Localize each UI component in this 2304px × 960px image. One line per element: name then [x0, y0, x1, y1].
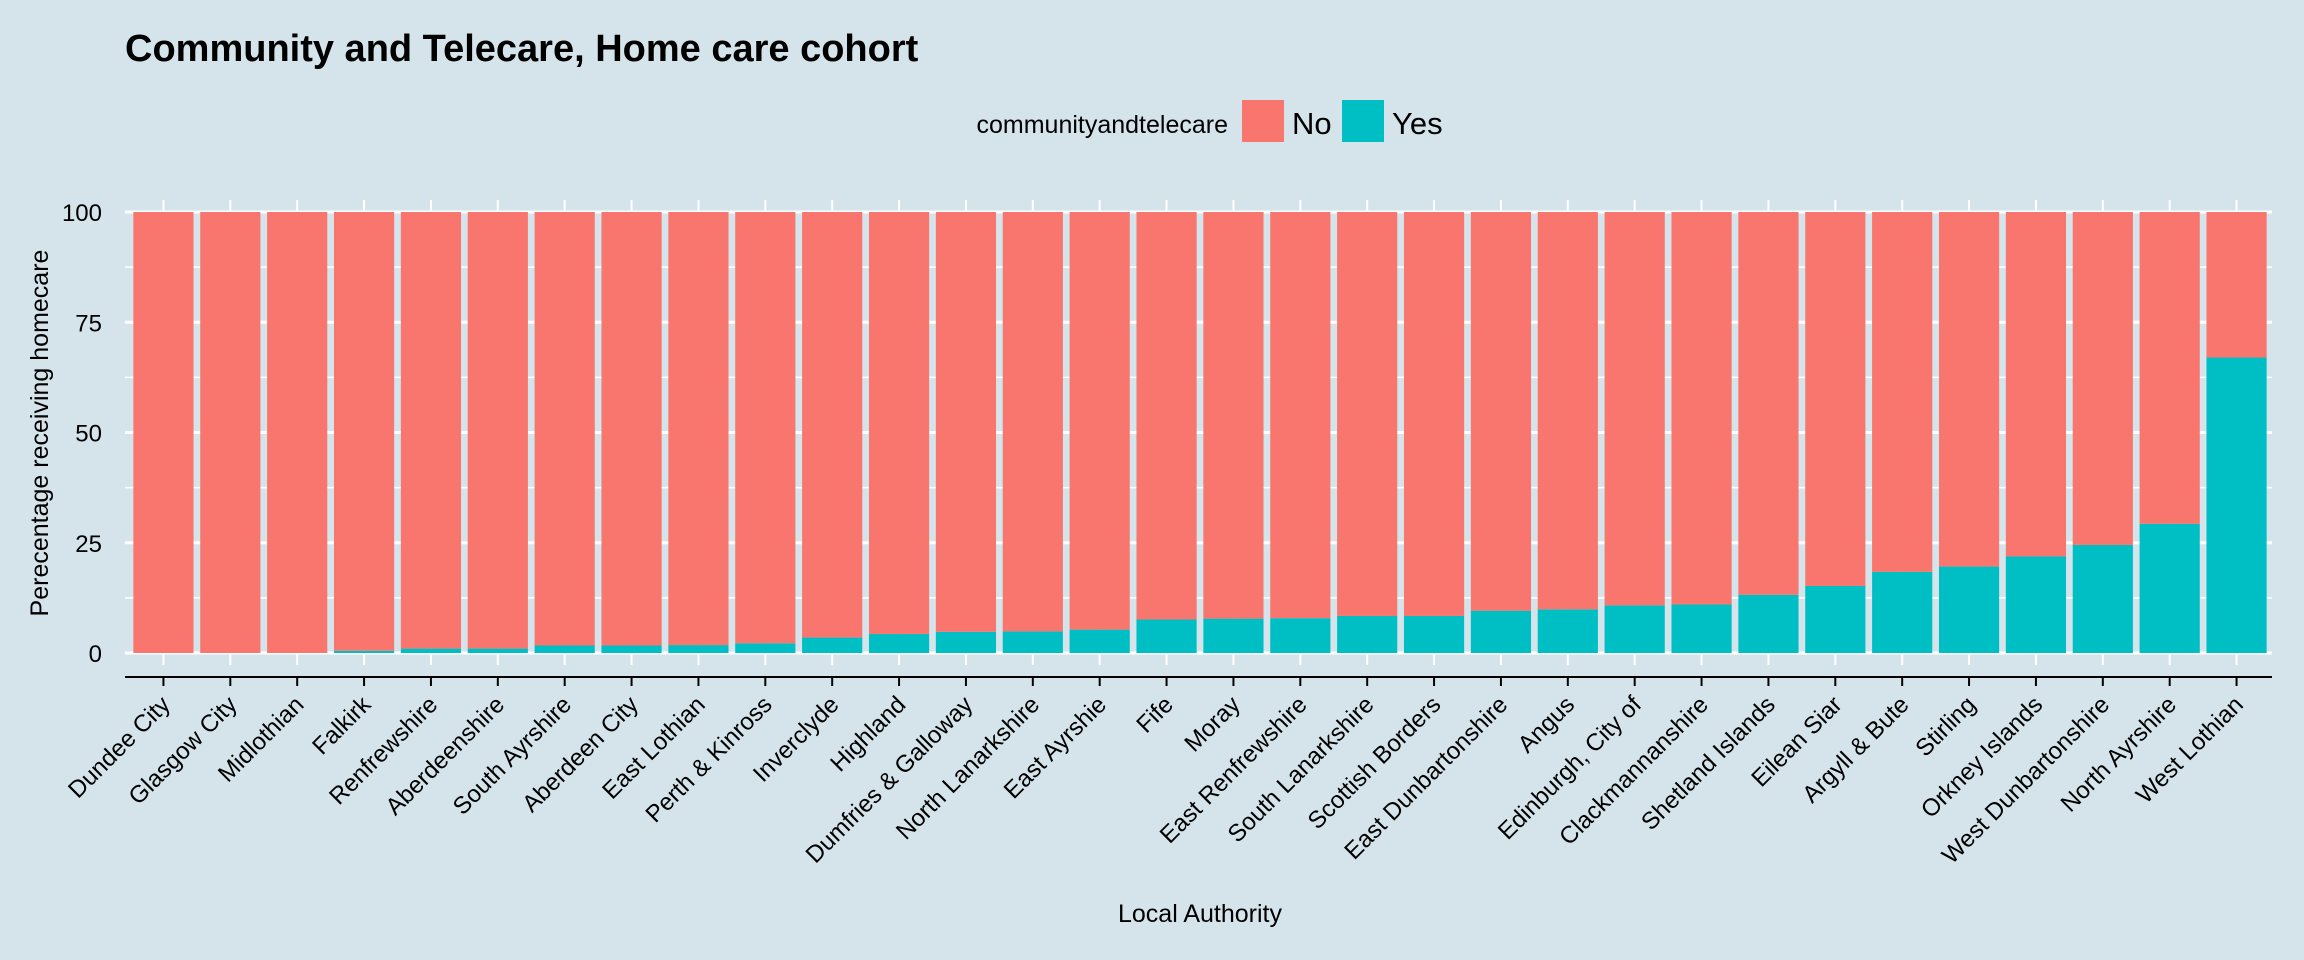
bar-segment-yes [2005, 556, 2067, 653]
x-tick-label: North Ayrshire [2056, 691, 2182, 817]
x-tick-label: Orkney Islands [1916, 691, 2048, 823]
bar-segment-yes [2139, 523, 2200, 653]
bar-segment-yes [2072, 544, 2133, 653]
bar-segment-no [1002, 212, 1063, 632]
bar-segment-yes [868, 634, 930, 653]
bar-segment-yes [1337, 615, 1398, 653]
bar-segment-no [668, 212, 729, 646]
bar-segment-no [2206, 212, 2267, 358]
bar-segment-no [868, 212, 930, 635]
bar-segment-no [267, 212, 328, 653]
bar-segment-no [735, 212, 796, 644]
bar-segment-no [1403, 212, 1465, 616]
bar-segment-yes [1270, 618, 1331, 653]
x-tick-label: Aberdeenshire [381, 691, 510, 820]
x-axis-ticks [162, 677, 2238, 686]
bar-segment-no [2072, 212, 2133, 545]
bar-segment-no [1938, 212, 2000, 567]
bar-segment-no [1537, 212, 1598, 610]
bar-segment-no [1337, 212, 1398, 616]
bar-segment-yes [1872, 571, 1933, 653]
x-tick-label: Fife [1131, 691, 1178, 738]
legend-label-no: No [1292, 106, 1332, 141]
bar-segment-no [1203, 212, 1264, 619]
bar-segment-yes [1938, 566, 2000, 653]
bars [133, 212, 2267, 653]
bar-segment-no [2139, 212, 2200, 524]
bar-segment-yes [802, 637, 863, 653]
x-tick-label: Moray [1179, 691, 1245, 757]
bar-segment-yes [1136, 619, 1197, 653]
bar-segment-yes [1604, 605, 1665, 653]
bar-segment-yes [1537, 609, 1598, 653]
legend-title: communityandtelecare [976, 111, 1228, 139]
chart-title: Community and Telecare, Home care cohort [125, 28, 919, 70]
bar-segment-no [601, 212, 662, 646]
bar-segment-yes [1203, 618, 1264, 653]
bar-segment-yes [735, 643, 796, 653]
bar-segment-no [534, 212, 595, 646]
legend-swatch-no [1242, 100, 1284, 142]
x-axis-title: Local Authority [1118, 900, 1282, 928]
bar-segment-yes [1403, 615, 1465, 653]
bar-segment-yes [1805, 585, 1866, 653]
bar-segment-no [1671, 212, 1732, 605]
legend: communityandtelecare No Yes [976, 100, 1443, 142]
bar-segment-no [935, 212, 997, 632]
y-axis-ticks: 0 25 50 75 100 [62, 200, 102, 668]
bar-segment-no [133, 212, 194, 653]
bar-segment-no [1470, 212, 1532, 611]
bar-segment-no [333, 212, 395, 651]
bar-segment-no [200, 212, 261, 653]
x-tick-label: South Ayrshire [448, 691, 577, 820]
bar-segment-no [1604, 212, 1665, 606]
y-tick-label: 25 [75, 531, 102, 558]
x-tick-label: Aberdeen City [517, 691, 644, 818]
bar-segment-no [467, 212, 528, 649]
bar-segment-no [802, 212, 863, 638]
bar-segment-yes [1470, 610, 1532, 653]
bar-segment-yes [467, 648, 528, 653]
bar-segment-yes [601, 645, 662, 653]
bar-segment-yes [2206, 357, 2267, 653]
bar-segment-yes [1671, 604, 1732, 653]
bar-segment-yes [400, 648, 462, 653]
y-tick-label: 0 [89, 641, 102, 668]
y-tick-label: 100 [62, 200, 102, 227]
legend-label-yes: Yes [1392, 106, 1443, 141]
bar-segment-yes [1002, 631, 1063, 653]
bar-segment-yes [1069, 629, 1130, 653]
bar-segment-no [1738, 212, 1799, 595]
bar-segment-no [1069, 212, 1130, 630]
bar-segment-yes [1738, 594, 1799, 653]
bar-segment-yes [668, 645, 729, 653]
y-tick-label: 75 [75, 310, 102, 337]
y-axis-title: Perecentage receiving homecare [26, 250, 54, 617]
bar-segment-yes [333, 650, 395, 653]
legend-swatch-yes [1342, 100, 1384, 142]
y-tick-label: 50 [75, 421, 102, 448]
bar-segment-no [1136, 212, 1197, 620]
bar-segment-yes [935, 631, 997, 653]
bar-segment-no [2005, 212, 2067, 557]
bar-segment-no [400, 212, 462, 649]
bar-segment-no [1270, 212, 1331, 619]
bar-segment-no [1805, 212, 1866, 586]
bar-segment-yes [534, 645, 595, 653]
bar-segment-no [1872, 212, 1933, 572]
